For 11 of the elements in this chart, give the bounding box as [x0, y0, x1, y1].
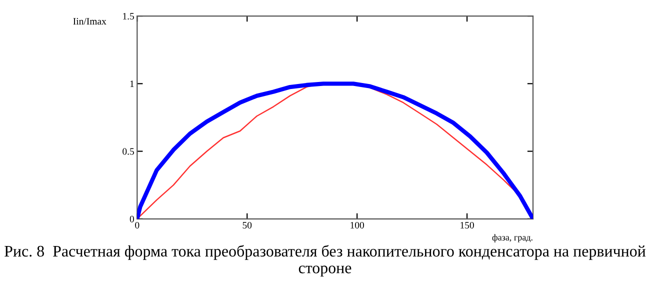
- x-tick-label: 150: [460, 222, 474, 229]
- y-tick-label: 1: [130, 80, 134, 88]
- x-axis-title: фаза, град.: [492, 234, 532, 242]
- y-tick-label: 0.5: [122, 148, 134, 155]
- y-tick-label: 1.5: [123, 12, 134, 20]
- x-tick-label: 50: [242, 222, 252, 229]
- x-tick-label: 0: [135, 222, 140, 229]
- x-tick-label: 100: [350, 222, 364, 229]
- text: Рис. 8 Расчетная форма тока преобразователя без накопительного конденсатора на первичной стороне: [4, 245, 646, 277]
- y-tick-label: 0: [130, 216, 134, 222]
- y-axis-title: Iin/Imax: [73, 18, 106, 25]
